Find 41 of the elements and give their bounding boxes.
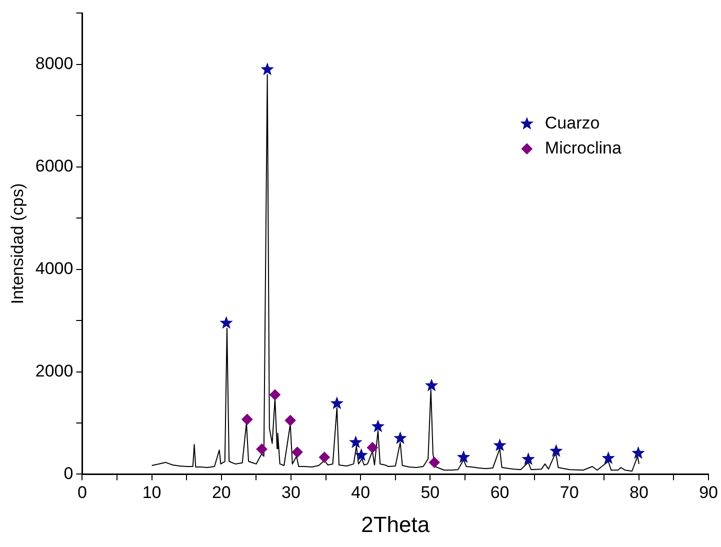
point [269,389,280,400]
point [318,452,330,463]
x-tick-label: 90 [699,483,718,502]
point [394,431,407,444]
x-tick-label: 60 [490,483,510,502]
y-tick-label: 6000 [35,156,74,176]
x-tick-label: 40 [351,483,370,502]
x-tick-label: 20 [212,483,231,502]
point [220,316,233,329]
y-tick-label: 8000 [35,54,74,74]
point [549,444,563,457]
point [424,378,438,392]
point [602,451,615,464]
point [522,452,535,466]
point [632,446,645,459]
point [256,444,268,455]
point [456,450,470,463]
point [428,456,440,468]
point [354,448,368,461]
x-tick-label: 10 [142,483,162,502]
y-tick-label: 0 [64,464,74,483]
x-tick-label: 80 [629,483,648,502]
point [366,442,378,454]
point [292,446,303,458]
y-axis-title: Intensidad (cps) [8,183,27,304]
x-axis-title: 2Theta [361,512,430,537]
point [242,414,253,425]
legend-label: Microclina [544,138,622,158]
x-tick-label: 0 [77,483,87,502]
legend-label: Cuarzo [544,114,600,133]
x-tick-label: 70 [560,483,579,502]
point [284,414,296,426]
point [493,438,506,452]
point [349,435,362,448]
y-tick-label: 4000 [35,259,74,278]
x-tick-label: 30 [282,483,300,502]
y-tick-label: 2000 [35,361,74,380]
x-tick-label: 50 [420,483,440,502]
point [330,396,344,410]
point [260,62,274,76]
point [371,420,385,432]
